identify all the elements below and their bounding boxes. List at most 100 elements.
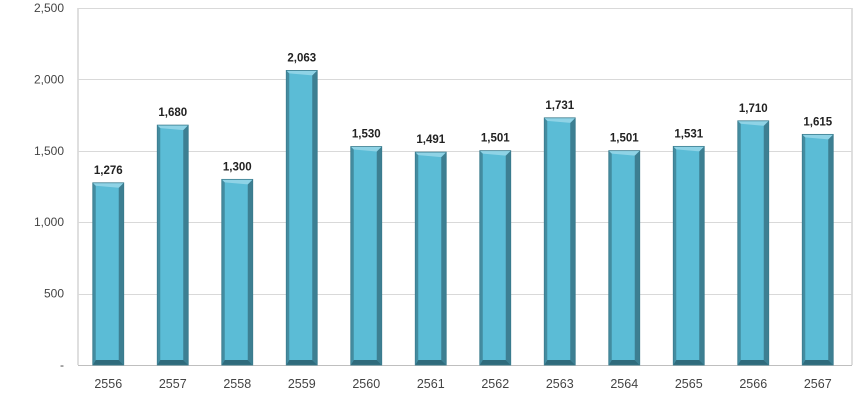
bar (221, 178, 254, 366)
bar-front (415, 152, 447, 365)
bar (156, 124, 189, 366)
bar-top (608, 150, 640, 156)
data-label: 1,501 (481, 133, 510, 145)
data-label: 1,731 (545, 100, 574, 112)
bar-front (286, 70, 318, 366)
bar-outline (801, 133, 834, 366)
bar-side (376, 146, 382, 365)
bar-front (350, 146, 382, 365)
bar-side-left (608, 150, 612, 365)
y-tick-label: 2,500 (34, 1, 64, 15)
data-label: 1,530 (352, 129, 381, 141)
bar-side-left (737, 120, 741, 365)
bar-side (570, 117, 576, 365)
bar-base (415, 360, 447, 365)
bar-front (221, 179, 253, 365)
bar-base (92, 360, 124, 365)
bar-front (737, 120, 769, 365)
y-tick-label: 1,000 (34, 215, 64, 229)
bar (737, 120, 770, 366)
x-tick-label: 2558 (223, 377, 251, 391)
bar-side-left (544, 117, 548, 365)
bar-base (544, 360, 576, 365)
bar (479, 150, 512, 366)
bar-side-left (479, 150, 483, 365)
bar-top (802, 134, 834, 140)
bar-outline (92, 182, 125, 366)
x-tick-label: 2562 (481, 377, 509, 391)
bar-base (802, 360, 834, 365)
data-label: 2,063 (287, 52, 316, 64)
data-labels: 1,276 1,680 1,300 2,063 1,530 1,491 1,501 1,731… (94, 52, 833, 176)
y-tick-label: - (60, 358, 64, 372)
bar (414, 151, 447, 366)
bar-base (479, 360, 511, 365)
bar-side (828, 134, 834, 365)
bar-side (118, 182, 124, 365)
bar-side (312, 70, 318, 366)
bar-side-left (286, 70, 290, 366)
data-label: 1,531 (674, 128, 703, 140)
bar-side (183, 125, 189, 365)
bar-base (286, 360, 318, 365)
bar (801, 133, 834, 366)
bar-side-left (92, 182, 96, 365)
bar-front (479, 150, 511, 365)
bar-base (608, 360, 640, 365)
x-tick-label: 2566 (739, 377, 767, 391)
bar-base (221, 360, 253, 365)
y-axis-tick-labels: - 500 1,000 1,500 2,000 2,500 (34, 1, 64, 372)
x-tick-label: 2565 (675, 377, 703, 391)
x-tick-label: 2567 (804, 377, 832, 391)
bar-top (286, 70, 318, 76)
bar-outline (672, 145, 705, 366)
y-tick-label: 1,500 (34, 144, 64, 158)
bar-outline (285, 70, 318, 366)
bar-front (802, 134, 834, 365)
bar-outline (414, 151, 447, 366)
bar-top (479, 150, 511, 156)
bar-side (247, 179, 253, 365)
bar-top (544, 117, 576, 123)
bar-side (441, 152, 447, 365)
bar-side (505, 150, 511, 365)
data-label: 1,615 (803, 116, 832, 128)
bars (92, 70, 834, 366)
x-tick-label: 2559 (288, 377, 316, 391)
bar (672, 145, 705, 366)
bar-front (673, 146, 705, 365)
bar-outline (156, 124, 189, 366)
bar-outline (608, 150, 641, 366)
bar-side (699, 146, 705, 365)
data-label: 1,491 (416, 134, 445, 146)
x-tick-label: 2560 (352, 377, 380, 391)
bar-outline (543, 117, 576, 366)
data-label: 1,710 (739, 103, 768, 115)
bar-side-left (221, 179, 225, 365)
bar-top (92, 182, 124, 188)
data-label: 1,680 (158, 107, 187, 119)
bar (543, 117, 576, 366)
bar-side-left (157, 125, 161, 365)
bar-outline (221, 178, 254, 366)
bar-front (608, 150, 640, 365)
x-tick-label: 2564 (610, 377, 638, 391)
x-tick-label: 2557 (159, 377, 187, 391)
bar-base (737, 360, 769, 365)
bar (92, 182, 125, 366)
gridlines (77, 8, 853, 366)
data-label: 1,276 (94, 165, 123, 177)
bar-base (157, 360, 189, 365)
bar-side (634, 150, 640, 365)
bar-front (157, 125, 189, 365)
bar-outline (479, 150, 512, 366)
bar-outline (737, 120, 770, 366)
bar-outline (350, 146, 383, 366)
bar-top (157, 125, 189, 131)
data-label: 1,300 (223, 161, 252, 173)
bar-front (544, 117, 576, 365)
bar-side-left (350, 146, 354, 365)
x-tick-label: 2556 (94, 377, 122, 391)
bar (350, 146, 383, 366)
